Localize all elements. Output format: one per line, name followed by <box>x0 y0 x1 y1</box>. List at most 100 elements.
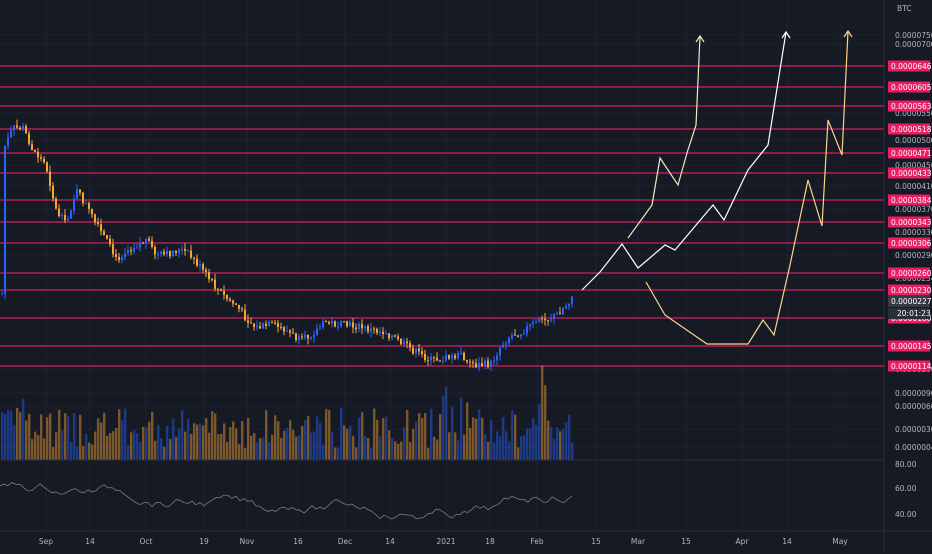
volume-bar <box>409 442 412 460</box>
candle-body <box>475 363 477 368</box>
candle-body <box>292 332 294 334</box>
volume-bar <box>478 409 481 460</box>
level-label: 0.00003066 <box>891 239 932 248</box>
volume-bar <box>175 436 178 460</box>
volume-bar <box>526 428 529 460</box>
volume-bar <box>58 409 61 460</box>
volume-bar <box>541 365 544 460</box>
volume-bar <box>226 441 229 460</box>
candle-body <box>211 279 213 281</box>
candle-body <box>34 149 36 152</box>
candle-body <box>307 334 309 339</box>
candle-body <box>316 328 318 335</box>
time-tick-label: 19 <box>199 537 209 546</box>
candle-body <box>562 308 564 315</box>
candle-body <box>31 144 33 150</box>
current-price-box <box>888 296 930 307</box>
candle-body <box>202 264 204 270</box>
volume-bar <box>430 408 433 460</box>
volume-bar <box>151 411 154 460</box>
volume-bar <box>388 430 391 460</box>
candle-body <box>115 254 117 257</box>
volume-bar <box>298 435 301 460</box>
time-tick-label: 14 <box>85 537 95 546</box>
volume-bar <box>238 444 241 460</box>
volume-bar <box>235 428 238 460</box>
volume-bar <box>280 437 283 460</box>
volume-bar <box>505 431 508 460</box>
volume-bar <box>130 432 133 460</box>
volume-bar <box>196 424 199 460</box>
candle-body <box>244 309 246 321</box>
candle-body <box>265 323 267 326</box>
candle-body <box>241 308 243 310</box>
candle-body <box>439 360 441 362</box>
volume-bar <box>4 413 7 460</box>
level-label-box <box>888 216 930 228</box>
candle-body <box>544 318 546 321</box>
volume-bar <box>538 404 541 460</box>
volume-bar <box>412 428 415 460</box>
candle-body <box>286 330 288 332</box>
volume-bar <box>166 425 169 460</box>
volume-bar <box>7 410 10 460</box>
candle-body <box>559 312 561 315</box>
candle-body <box>385 333 387 335</box>
volume-bar <box>94 431 97 460</box>
candle-body <box>436 357 438 361</box>
candle-body <box>319 327 321 329</box>
volume-bar <box>124 408 127 460</box>
candle-body <box>415 348 417 354</box>
grid <box>0 0 884 531</box>
price-tick-label: 0.00007500 <box>895 31 932 40</box>
candle-body <box>163 251 165 255</box>
level-labels: 0.00006466 0.00006051 0.00005633 0.00005188… <box>888 60 932 372</box>
candle-body <box>52 185 54 199</box>
candle-body <box>76 189 78 199</box>
volume-bar <box>331 432 334 460</box>
projection-path-2-arrowhead <box>695 34 705 43</box>
time-tick-label: 14 <box>782 537 792 546</box>
candle-body <box>487 360 489 368</box>
candle-body <box>220 289 222 291</box>
volume-bar <box>400 441 403 460</box>
candle-body <box>256 326 258 328</box>
candle-body <box>25 125 27 134</box>
volume-bar <box>229 427 232 460</box>
countdown-box <box>888 308 930 319</box>
candle-body <box>505 343 507 345</box>
candle-body <box>103 231 105 236</box>
volume-bar <box>367 438 370 460</box>
price-unit-label: BTC <box>897 4 912 13</box>
candle-body <box>91 208 93 215</box>
volume-bar <box>433 436 436 460</box>
projection-path-1 <box>581 31 787 291</box>
volume-bar <box>43 438 46 460</box>
candle-body <box>478 363 480 368</box>
candle-body <box>139 242 141 248</box>
candle-body <box>46 162 48 172</box>
time-axis[interactable]: Sep 14 Oct 19 Nov 16 Dec 14 2021 18 Feb 15 Mar 15 Apr 1… <box>39 537 848 546</box>
volume-bar <box>109 432 112 460</box>
candle-body <box>520 334 522 337</box>
candle-body <box>49 171 51 186</box>
candle-body <box>166 250 168 255</box>
candle-body <box>238 304 240 309</box>
price-tick-label: 0.00000900 <box>895 389 932 398</box>
candle-body <box>283 327 285 332</box>
candle-body <box>454 355 456 359</box>
candle-body <box>346 321 348 327</box>
candle-body <box>301 336 303 338</box>
candle-body <box>529 323 531 327</box>
level-label-box <box>888 147 930 159</box>
volume-bar <box>523 435 526 460</box>
candle-body <box>118 256 120 261</box>
candle-body <box>13 125 15 131</box>
candle-body <box>358 323 360 330</box>
candle-body <box>175 250 177 253</box>
candle-body <box>322 321 324 328</box>
candle-body <box>481 363 483 367</box>
volume-bar <box>550 427 553 460</box>
